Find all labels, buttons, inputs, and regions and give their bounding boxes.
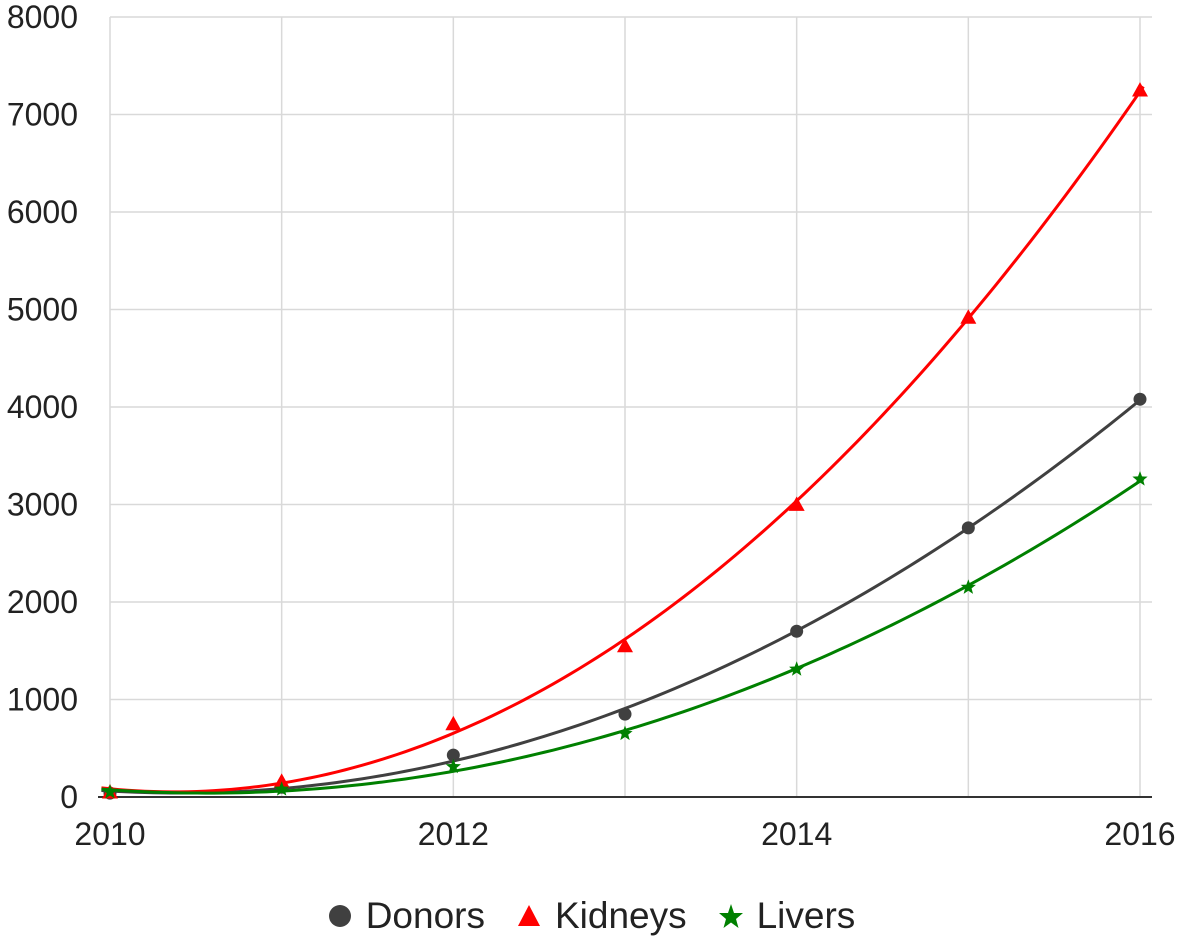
series-livers	[101, 471, 1148, 799]
data-point-donors	[1133, 392, 1147, 406]
x-tick-label: 2014	[761, 816, 832, 852]
star-marker-icon	[718, 904, 743, 928]
legend-item-livers[interactable]: Livers	[717, 895, 856, 937]
y-tick-label: 1000	[7, 682, 78, 718]
series-donors	[101, 392, 1147, 800]
data-point-livers	[617, 725, 633, 741]
data-point-livers	[445, 758, 461, 774]
data-point-livers	[960, 579, 976, 594]
legend: Donors Kidneys Livers	[0, 890, 1181, 942]
data-point-kidneys	[960, 309, 977, 324]
data-point-donors	[446, 748, 460, 762]
y-tick-label: 5000	[7, 292, 78, 328]
y-tick-label: 6000	[7, 194, 78, 230]
y-tick-label: 3000	[7, 487, 78, 523]
data-point-livers	[1132, 471, 1148, 486]
legend-item-kidneys[interactable]: Kidneys	[515, 895, 687, 937]
x-tick-label: 2016	[1104, 816, 1175, 852]
y-tick-label: 2000	[7, 584, 78, 620]
data-point-kidneys	[788, 496, 805, 511]
x-tick-labels: 2010 2012 2014 2016	[74, 816, 1175, 852]
series-group	[101, 82, 1148, 800]
data-point-kidneys	[617, 637, 633, 653]
y-tick-label: 8000	[7, 0, 78, 35]
data-point-kidneys	[1132, 82, 1148, 97]
series-kidneys	[101, 82, 1148, 799]
data-point-kidneys	[273, 773, 290, 788]
trend-line-kidneys	[101, 85, 1145, 794]
data-point-donors	[790, 624, 804, 638]
data-point-livers	[789, 661, 805, 676]
data-point-donors	[961, 521, 975, 535]
x-tick-label: 2012	[418, 816, 489, 852]
y-tick-label: 7000	[7, 97, 78, 133]
legend-label-kidneys: Kidneys	[554, 895, 687, 936]
legend-label-livers: Livers	[756, 895, 856, 936]
y-tick-labels: 0 1000 2000 3000 4000 5000 6000 7000 8000	[7, 0, 78, 815]
trend-line-livers	[101, 477, 1145, 795]
data-point-livers	[274, 781, 290, 796]
data-point-livers	[102, 784, 118, 799]
triangle-marker-icon	[517, 905, 540, 926]
legend-label-donors: Donors	[365, 895, 485, 936]
data-point-kidneys	[445, 715, 462, 731]
y-tick-label: 4000	[7, 389, 78, 425]
grid	[109, 16, 1152, 797]
legend-item-donors[interactable]: Donors	[326, 895, 485, 937]
data-point-donors	[618, 707, 632, 721]
circle-marker-icon	[328, 905, 351, 927]
x-tick-label: 2010	[74, 816, 145, 852]
y-tick-label: 0	[60, 779, 78, 815]
